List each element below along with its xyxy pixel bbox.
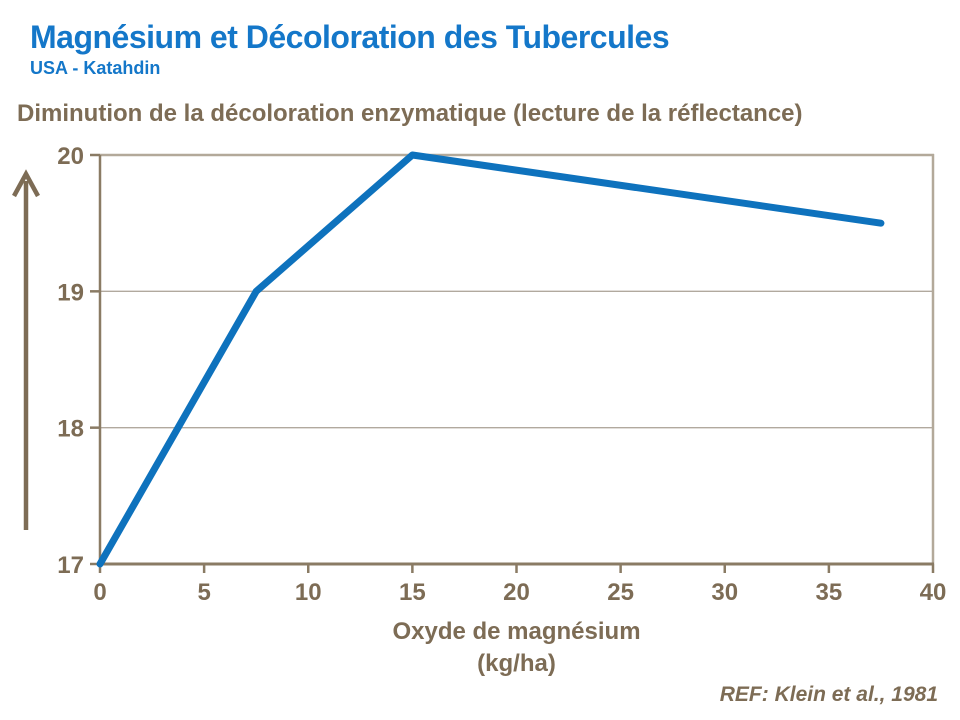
y-tick-labels: 17 18 19 20 xyxy=(57,143,84,579)
y-tick-label: 20 xyxy=(57,143,84,170)
x-axis-title-line1: Oxyde de magnésium xyxy=(392,618,641,645)
x-tick-label: 0 xyxy=(93,579,106,606)
x-tick-label: 15 xyxy=(399,579,426,606)
reference-note: REF: Klein et al., 1981 xyxy=(719,683,938,706)
page-title: Magnésium et Décoloration des Tubercules xyxy=(30,19,670,55)
y-gridlines xyxy=(100,290,933,429)
x-tick-label: 40 xyxy=(920,579,947,606)
x-tick-labels: 0 5 10 15 20 25 30 35 40 xyxy=(93,579,946,606)
y-tick-label: 18 xyxy=(57,416,84,443)
x-tick-label: 5 xyxy=(197,579,210,606)
y-tick-label: 19 xyxy=(57,279,84,306)
y-tick-label: 17 xyxy=(57,552,84,579)
x-axis-title-line2: (kg/ha) xyxy=(477,650,556,677)
x-tick-label: 10 xyxy=(295,579,322,606)
page-subtitle: USA - Katahdin xyxy=(30,58,161,78)
x-tick-label: 30 xyxy=(711,579,738,606)
x-tick-label: 35 xyxy=(816,579,843,606)
plot-border xyxy=(100,153,935,564)
y-ticks xyxy=(90,153,100,566)
x-tick-label: 20 xyxy=(503,579,530,606)
x-tick-label: 25 xyxy=(607,579,634,606)
chart-heading: Diminution de la décoloration enzymatiqu… xyxy=(17,100,803,127)
data-line xyxy=(96,151,885,568)
up-arrow-icon xyxy=(12,169,40,530)
x-axis-title: Oxyde de magnésium (kg/ha) xyxy=(100,616,933,680)
x-ticks xyxy=(98,564,935,573)
